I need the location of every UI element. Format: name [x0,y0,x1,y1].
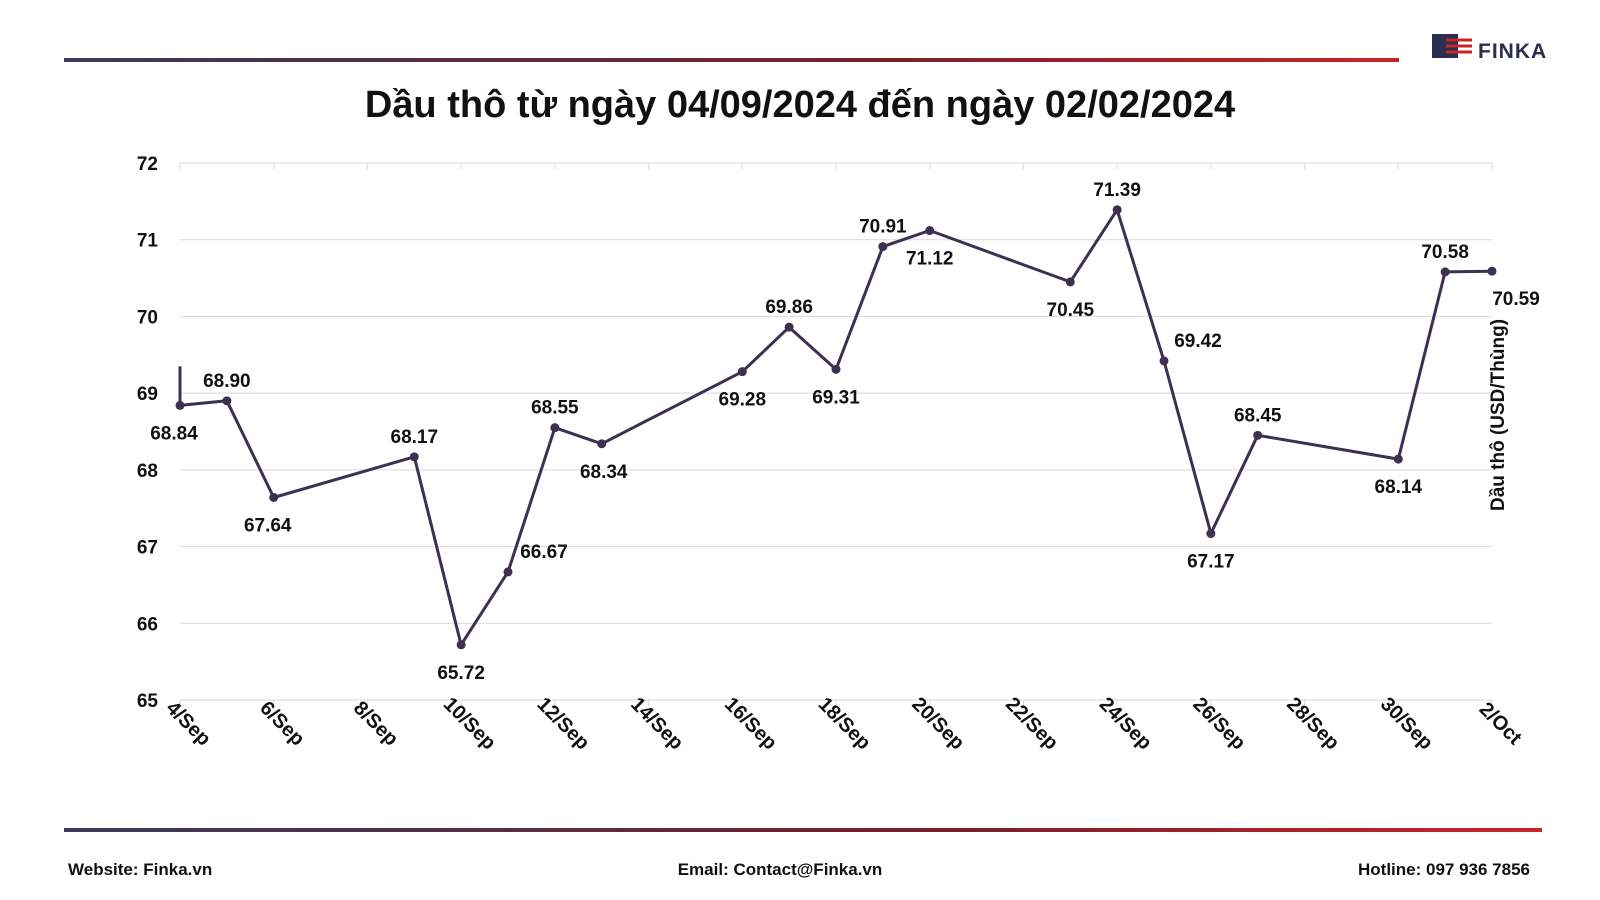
data-point [1206,529,1216,539]
data-point [175,400,185,410]
data-point [1393,454,1403,464]
y-tick-label: 70 [137,307,158,328]
data-label: 71.39 [1093,180,1141,201]
series-line [179,208,1493,647]
data-label: 68.45 [1234,405,1282,426]
price-series [175,205,1497,650]
data-label: 69.42 [1174,331,1222,352]
data-label: 67.64 [244,515,292,536]
y-tick-label: 72 [137,154,158,175]
x-tick-label: 14/Sep [626,693,687,754]
x-tick-label: 28/Sep [1282,693,1343,754]
data-point [409,452,419,462]
data-point [784,322,794,332]
data-point [925,226,935,236]
gridlines [179,162,1493,706]
data-label: 70.91 [859,217,907,238]
y-tick-label: 66 [137,614,158,635]
x-axis: 4/Sep 6/Sep 8/Sep 10/Sep 12/Sep 14/Sep 16/Sep 1… [162,693,1526,754]
y-axis: 65 66 67 68 69 70 71 72 [137,154,159,712]
y-tick-label: 71 [137,231,159,252]
data-label: 69.28 [719,390,767,411]
data-label: 71.12 [906,249,954,270]
x-tick-label: 22/Sep [1001,693,1062,754]
top-divider [64,58,1399,62]
x-tick-label: 2/Oct [1475,698,1526,749]
data-label: 67.17 [1187,552,1235,573]
y-tick-label: 67 [137,538,158,559]
brand-logo-text: FINKA [1478,40,1548,63]
data-point [737,367,747,377]
data-label: 70.59 [1492,289,1540,310]
x-tick-label: 6/Sep [255,697,308,750]
data-point [222,396,232,406]
y-axis-label: Dầu thô (USD/Thùng) [1488,319,1509,511]
data-point [269,492,279,502]
data-point [1159,356,1169,366]
data-label: 68.84 [150,423,198,444]
y-tick-label: 65 [137,691,159,712]
data-point [1487,266,1497,276]
data-point [503,567,513,577]
data-point [1112,205,1122,215]
x-tick-label: 18/Sep [814,693,875,754]
chart-title: Dầu thô từ ngày 04/09/2024 đến ngày 02/0… [364,84,1236,126]
data-point [597,439,607,449]
finka-logo-icon [1432,34,1472,58]
x-tick-label: 8/Sep [349,697,402,750]
data-label: 68.17 [391,427,439,448]
footer-hotline: Hotline: 097 936 7856 [1358,860,1530,879]
data-label: 69.86 [765,297,813,318]
data-point [456,640,466,650]
bottom-divider [64,828,1542,832]
x-tick-label: 4/Sep [162,697,215,750]
data-label: 66.67 [520,542,568,563]
data-label: 65.72 [437,663,485,684]
data-labels: 68.84 68.90 67.64 68.17 65.72 66.67 68.55 68.34… [150,180,1540,684]
data-point [1253,430,1263,440]
x-tick-label: 26/Sep [1189,693,1250,754]
x-tick-label: 16/Sep [720,693,781,754]
data-label: 68.14 [1375,477,1423,498]
data-point [831,364,841,374]
y-tick-label: 68 [137,461,158,482]
x-tick-label: 12/Sep [533,693,594,754]
data-point [1440,267,1450,277]
y-tick-label: 69 [137,384,158,405]
data-point [550,423,560,433]
footer-email: Email: Contact@Finka.vn [677,860,883,879]
data-label: 68.34 [580,462,628,483]
footer-website: Website: Finka.vn [68,860,213,879]
data-label: 69.31 [812,387,860,408]
data-point [878,242,888,252]
x-tick-label: 24/Sep [1095,693,1156,754]
data-label: 70.58 [1421,242,1469,263]
x-tick-label: 20/Sep [907,693,968,754]
data-label: 68.90 [203,371,251,392]
x-tick-label: 10/Sep [439,693,500,754]
x-tick-label: 30/Sep [1376,693,1437,754]
data-label: 70.45 [1047,300,1095,321]
data-point [1065,277,1075,287]
data-label: 68.55 [531,398,579,419]
